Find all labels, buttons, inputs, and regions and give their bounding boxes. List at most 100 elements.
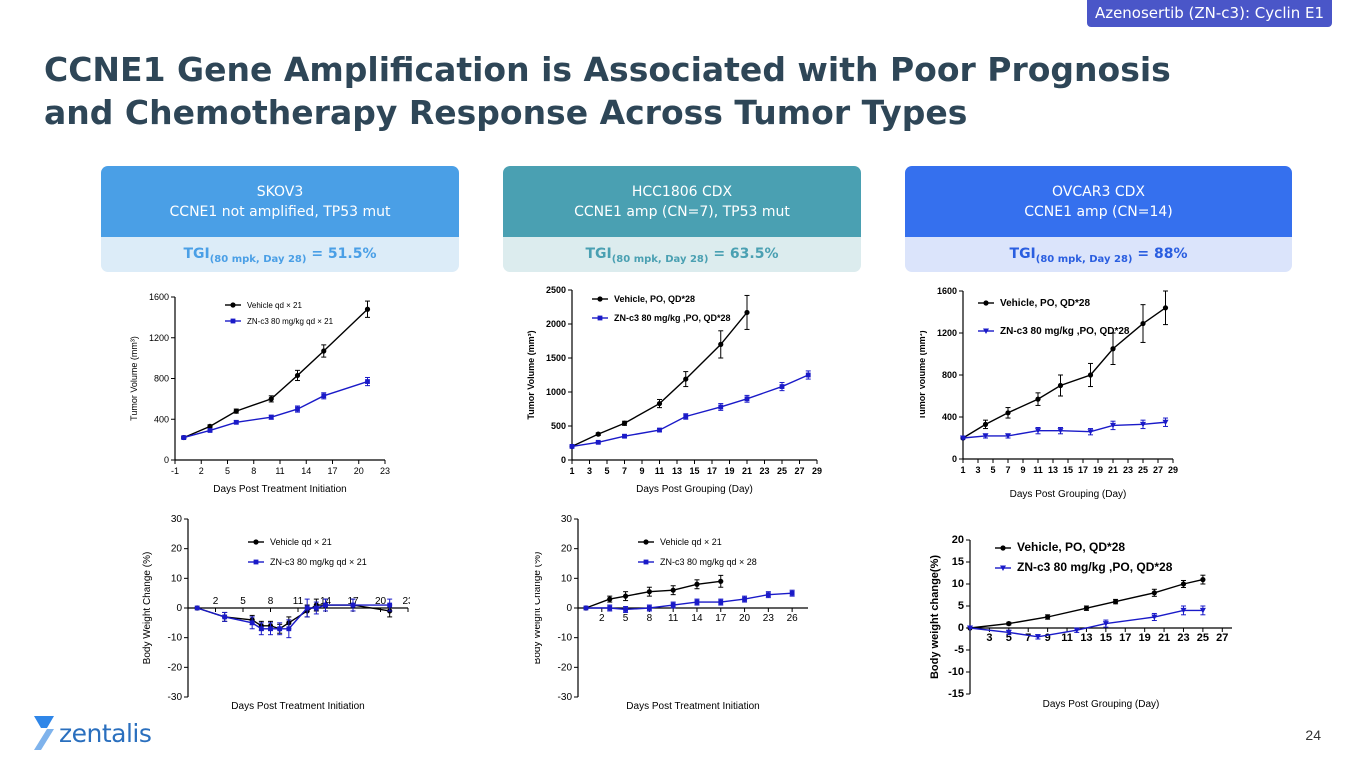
tgi-band: TGI(80 mpk, Day 28) = 51.5% <box>101 237 459 272</box>
data-point <box>1045 614 1051 620</box>
legend-label: ZN-c3 80 mg/kg ,PO, QD*28 <box>614 313 731 323</box>
data-point <box>1005 410 1011 416</box>
x-tick-label: 11 <box>293 596 304 607</box>
x-tick-label: 9 <box>1020 465 1025 475</box>
y-tick-label: 1200 <box>937 328 957 338</box>
legend-label: ZN-c3 80 mg/kg ,PO, QD*28 <box>1000 326 1130 337</box>
x-tick-label: 2 <box>199 466 204 476</box>
x-tick-label: 13 <box>1048 465 1058 475</box>
x-tick-label: 20 <box>375 596 387 607</box>
data-point <box>1199 607 1206 614</box>
y-tick-label: 1000 <box>546 387 566 397</box>
x-axis-label: Days Post Grouping (Day) <box>636 484 753 495</box>
y-tick-label: -20 <box>168 662 183 673</box>
data-point <box>233 419 239 425</box>
y-axis-label: Body weight change(%) <box>930 555 941 679</box>
x-tick-label: 23 <box>1123 465 1133 475</box>
x-tick-label: 27 <box>1153 465 1163 475</box>
series-line <box>183 308 368 439</box>
data-point <box>387 602 393 608</box>
x-tick-label: 23 <box>380 466 390 476</box>
y-tick-label: 1500 <box>546 353 566 363</box>
data-point <box>982 421 989 427</box>
data-point <box>765 592 771 598</box>
tgi-band: TGI(80 mpk, Day 28) = 63.5% <box>503 237 861 272</box>
x-tick-label: 11 <box>668 613 679 624</box>
y-tick-label: 0 <box>952 454 957 464</box>
data-point <box>1057 428 1064 434</box>
data-point <box>268 396 274 402</box>
data-point <box>744 396 750 402</box>
x-tick-label: 17 <box>715 613 727 624</box>
model-name: SKOV3 <box>256 183 304 200</box>
data-point <box>1180 581 1187 587</box>
data-point <box>569 444 575 449</box>
legend-marker <box>643 539 649 545</box>
x-tick-label: 15 <box>1100 632 1112 644</box>
logo-wordmark: zentalis <box>59 718 152 748</box>
slide-title: CCNE1 Gene Amplification is Associated w… <box>44 50 1171 132</box>
data-point <box>960 435 966 441</box>
x-tick-label: 2 <box>213 596 219 607</box>
data-point <box>1140 421 1146 428</box>
data-point <box>744 309 750 316</box>
data-point <box>1162 305 1169 311</box>
data-point <box>1087 372 1094 378</box>
x-tick-label: 1 <box>569 466 574 476</box>
y-axis-label: Tumor Volume (mm³) <box>526 330 536 419</box>
legend-label: ZN-c3 80 mg/kg ,PO, QD*28 <box>1017 560 1173 574</box>
hcc1806-body-weight-chart: -30 -20 -10 0 10 20 30 2 5 8 11 14 17 20 23 26 Days Post… <box>535 512 820 712</box>
x-tick-label: 11 <box>655 466 665 476</box>
data-point <box>622 433 627 439</box>
tgi-value: = 88% <box>1132 246 1188 262</box>
data-point <box>233 408 239 414</box>
data-point <box>1005 433 1011 439</box>
data-point <box>742 596 747 602</box>
chart-svg: -30-20-1001020302581114172023Days Post T… <box>142 514 410 712</box>
data-point <box>607 605 613 611</box>
y-tick-label: 15 <box>952 556 964 568</box>
y-tick-label: 400 <box>942 412 957 422</box>
series-line <box>585 580 721 609</box>
y-tick-label: 20 <box>171 544 183 555</box>
data-point <box>670 602 676 608</box>
data-point <box>1151 590 1157 596</box>
x-tick-label: 9 <box>1045 632 1051 644</box>
data-point <box>222 614 228 620</box>
panel-header-skov3: SKOV3 CCNE1 not amplified, TP53 mut TGI(… <box>101 166 459 272</box>
x-tick-label: 11 <box>1061 632 1073 644</box>
x-tick-label: -1 <box>171 466 179 476</box>
legend-marker <box>983 328 989 334</box>
y-tick-label: 20 <box>952 534 964 546</box>
data-point <box>365 379 370 384</box>
data-point <box>1035 396 1041 402</box>
series-line <box>969 578 1204 629</box>
y-tick-label: 800 <box>942 370 957 380</box>
data-point <box>1073 627 1080 634</box>
data-point <box>694 581 700 587</box>
y-tick-label: 0 <box>958 622 964 634</box>
x-tick-label: 1 <box>960 465 965 475</box>
y-tick-label: 400 <box>154 414 169 424</box>
data-point <box>1087 429 1094 435</box>
y-tick-label: 5 <box>958 600 964 612</box>
x-tick-label: 17 <box>327 466 337 476</box>
model-subtitle: CCNE1 amp (CN=7), TP53 mut <box>574 203 790 220</box>
x-tick-label: 17 <box>1078 465 1088 475</box>
y-tick-label: -30 <box>558 692 573 703</box>
data-point <box>181 435 187 440</box>
y-tick-label: 2000 <box>546 319 566 329</box>
legend-label: ZN-c3 80 mg/kg qd × 21 <box>270 557 367 567</box>
panel-header-hcc1806: HCC1806 CDX CCNE1 amp (CN=7), TP53 mut T… <box>503 166 861 272</box>
legend-marker <box>253 559 259 565</box>
tgi-label: TGI <box>183 246 210 262</box>
x-tick-label: 23 <box>402 596 410 607</box>
hcc1806-tumor-volume-chart: 0 500 1000 1500 2000 2500 1 3 5 7 9 11 13 15 17 19 21 23 2… <box>525 280 825 495</box>
tgi-band: TGI(80 mpk, Day 28) = 88% <box>905 237 1292 272</box>
x-tick-label: 8 <box>647 613 653 624</box>
zentalis-logo: zentalis <box>33 714 152 752</box>
legend-label: Vehicle qd × 21 <box>660 537 722 547</box>
tgi-sub: (80 mpk, Day 28) <box>611 253 709 265</box>
data-point <box>258 626 264 632</box>
